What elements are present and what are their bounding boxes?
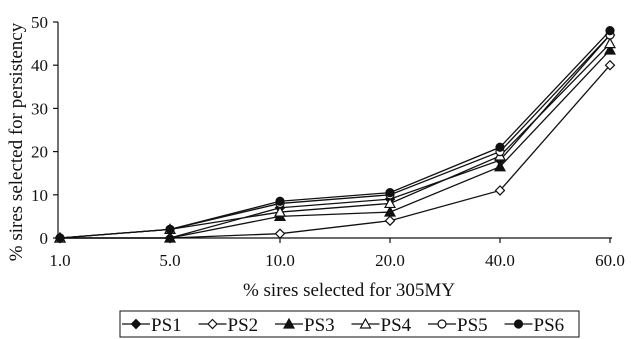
legend-label: PS1 xyxy=(151,315,182,336)
data-point-ps3 xyxy=(603,43,617,55)
data-point-ps3 xyxy=(163,231,177,243)
data-point-ps2 xyxy=(604,59,616,71)
legend-item-ps2: PS2 xyxy=(198,315,259,336)
data-point-ps2 xyxy=(384,215,396,227)
legend-box xyxy=(119,310,580,338)
legend-item-ps5: PS5 xyxy=(428,315,488,336)
data-point-ps6 xyxy=(605,26,615,36)
x-axis-ticks: 1.0 5.0 10.0 20.0 40.0 60.0 xyxy=(49,238,625,270)
legend-marker xyxy=(513,319,524,329)
legend-item-ps6: PS6 xyxy=(504,315,565,336)
series-ps1 xyxy=(54,29,616,244)
legend-label: PS4 xyxy=(381,315,412,336)
x-tick-label: 10.0 xyxy=(265,251,295,270)
data-point-ps3 xyxy=(383,205,397,217)
legend-item-ps4: PS4 xyxy=(351,315,412,336)
data-point-ps6 xyxy=(55,233,65,243)
series-ps5 xyxy=(55,30,615,243)
legend-marker xyxy=(130,318,142,330)
data-point-ps2 xyxy=(274,228,286,240)
data-point-ps2 xyxy=(494,185,506,196)
legend-marker xyxy=(437,319,447,329)
legend-label: PS2 xyxy=(228,315,259,336)
series-line-ps6 xyxy=(59,30,611,239)
x-tick-label: 20.0 xyxy=(375,251,405,270)
series-line-ps4 xyxy=(59,43,611,239)
legend-item-ps3: PS3 xyxy=(275,315,335,336)
data-point-ps6 xyxy=(275,196,285,206)
data-point-ps6 xyxy=(165,224,175,234)
y-tick-label: 10 xyxy=(31,186,48,205)
legend-items: PS1 PS2 PS3 PS4 PS5 PS6 xyxy=(122,315,564,336)
y-tick-label: 40 xyxy=(31,56,48,75)
legend-marker xyxy=(359,317,372,329)
y-axis-ticks: 0 10 20 30 40 50 xyxy=(31,13,58,248)
data-point-ps6 xyxy=(495,142,505,152)
series-group xyxy=(53,26,617,244)
x-axis-title: % sires selected for 305MY xyxy=(243,280,455,301)
series-line-ps2 xyxy=(60,64,611,239)
series-ps4 xyxy=(53,37,617,243)
legend-label: PS5 xyxy=(457,315,488,336)
data-point-ps4 xyxy=(273,205,287,217)
y-tick-label: 20 xyxy=(31,143,48,162)
y-tick-label: 50 xyxy=(31,13,48,32)
y-tick-label: 0 xyxy=(40,229,49,248)
x-tick-label: 60.0 xyxy=(595,251,625,270)
legend-label: PS6 xyxy=(534,315,565,336)
legend-marker xyxy=(207,318,218,330)
series-ps2 xyxy=(54,59,616,244)
series-ps3 xyxy=(53,43,617,243)
data-point-ps4 xyxy=(383,197,397,209)
x-tick-label: 40.0 xyxy=(485,251,515,270)
y-axis-title: % sires selected for persistency xyxy=(6,22,27,261)
data-point-ps3 xyxy=(493,160,507,172)
x-tick-label: 5.0 xyxy=(159,251,180,270)
x-tick-label: 1.0 xyxy=(49,251,70,270)
series-ps6 xyxy=(55,26,615,243)
data-point-ps6 xyxy=(385,188,395,198)
legend-item-ps1: PS1 xyxy=(122,315,182,336)
y-tick-label: 30 xyxy=(31,99,48,118)
legend-marker xyxy=(282,317,296,329)
series-line-ps3 xyxy=(60,49,611,239)
legend: PS1 PS2 PS3 PS4 PS5 PS6 xyxy=(119,310,580,338)
data-point-ps4 xyxy=(603,37,617,49)
legend-label: PS3 xyxy=(304,315,335,336)
